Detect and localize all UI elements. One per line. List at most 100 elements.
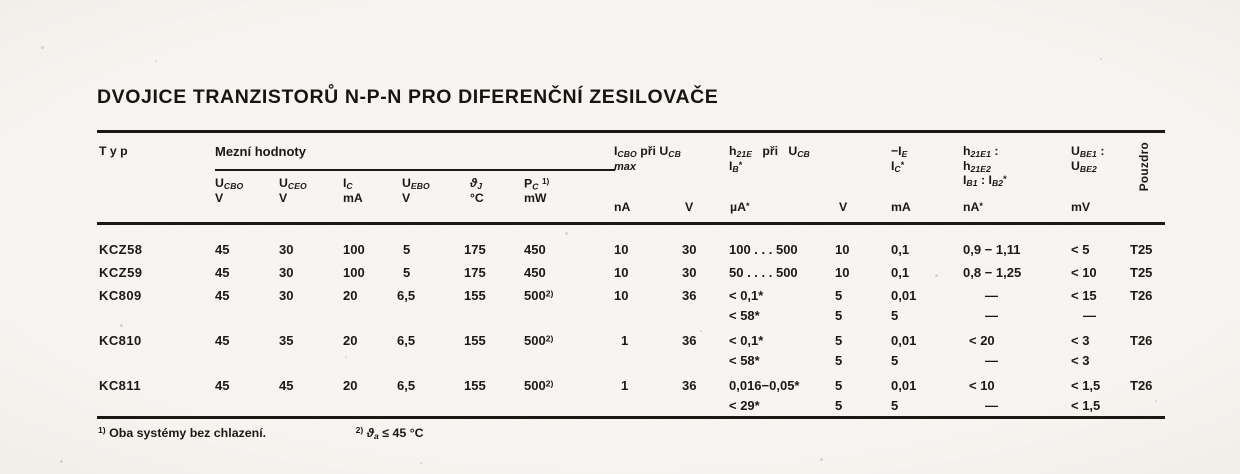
column-header-icbo-max: ICBO při UCB max bbox=[614, 144, 681, 173]
cell-ube-ratio-sub: < 1,5 bbox=[1071, 398, 1101, 413]
cell-ucb2: 10 bbox=[835, 265, 850, 280]
cell-uebo: 6,5 bbox=[397, 378, 416, 393]
cell-ie-ic: 0,01 bbox=[891, 288, 917, 303]
cell-ic: 100 bbox=[343, 242, 365, 257]
column-header-ucb1-unit: V bbox=[685, 200, 694, 214]
cell-pc-note: 2) bbox=[545, 378, 554, 389]
scan-speck bbox=[345, 356, 347, 358]
cell-pc-note: 2) bbox=[545, 288, 554, 299]
cell-ube-ratio-sub: < 3 bbox=[1071, 353, 1090, 368]
cell-theta-j: 175 bbox=[464, 265, 486, 280]
scan-speck bbox=[120, 324, 123, 327]
cell-ucb2-sub: 5 bbox=[835, 353, 843, 368]
cell-uceo: 35 bbox=[279, 333, 294, 348]
table-row: KC810 bbox=[99, 333, 142, 348]
cell-ube-ratio: < 1,5 bbox=[1071, 378, 1101, 393]
table-row: KCZ58 bbox=[99, 242, 143, 257]
cell-ie-ic: 0,1 bbox=[891, 242, 910, 257]
header-bottom-rule bbox=[97, 222, 1165, 225]
page-title: DVOJICE TRANZISTORŮ N-P-N PRO DIFERENČNÍ… bbox=[97, 86, 719, 108]
cell-ic: 20 bbox=[343, 378, 358, 393]
cell-pc-value: 500 bbox=[524, 288, 546, 303]
cell-ucb1: 36 bbox=[682, 333, 697, 348]
column-header-h21e-ratio: h21E1 : h21E2 IB1 : IB2* bbox=[963, 144, 1007, 188]
cell-ube-ratio: < 10 bbox=[1071, 265, 1097, 280]
scan-speck bbox=[700, 330, 702, 332]
cell-ucb2: 10 bbox=[835, 242, 850, 257]
cell-ube-ratio: < 3 bbox=[1071, 333, 1090, 348]
cell-h21e-ratio-sub: — bbox=[985, 398, 998, 413]
cell-pc: 5002) bbox=[524, 333, 553, 348]
cell-package: T25 bbox=[1130, 242, 1153, 257]
cell-ic: 20 bbox=[343, 333, 358, 348]
table-top-rule bbox=[97, 130, 1165, 133]
footnote-2-symbol: ϑ bbox=[366, 425, 375, 440]
cell-h21e-ratio: — bbox=[985, 288, 998, 303]
table-row: KC809 bbox=[99, 288, 142, 303]
column-header-theta-j: ϑJ °C bbox=[470, 176, 484, 205]
column-header-ucbo: UCBO V bbox=[215, 176, 244, 205]
footnote-2: 2) ϑa ≤ 45 °C bbox=[355, 425, 424, 441]
column-header-pc: PC 1) mW bbox=[524, 176, 550, 206]
cell-pc: 450 bbox=[524, 265, 546, 280]
footnote-2-subscript: a bbox=[374, 430, 379, 441]
scan-speck bbox=[60, 460, 63, 463]
cell-package: T26 bbox=[1130, 378, 1153, 393]
cell-ube-ratio-sub: — bbox=[1083, 308, 1096, 323]
cell-ucb1: 36 bbox=[682, 378, 697, 393]
cell-ucbo: 45 bbox=[215, 378, 230, 393]
cell-h21e-ratio: < 10 bbox=[969, 378, 995, 393]
cell-theta-j: 155 bbox=[464, 378, 486, 393]
cell-h21e-sub: < 58* bbox=[729, 353, 760, 368]
cell-ucb1: 36 bbox=[682, 288, 697, 303]
cell-icbo: 1 bbox=[621, 378, 629, 393]
column-header-h21e-ratio-unit: nA* bbox=[963, 200, 983, 214]
cell-h21e: < 0,1* bbox=[729, 288, 764, 303]
cell-h21e-ratio: < 20 bbox=[969, 333, 995, 348]
column-header-ie-unit: mA bbox=[891, 200, 911, 214]
cell-uebo: 6,5 bbox=[397, 333, 416, 348]
footnote-2-text: ≤ 45 °C bbox=[382, 425, 424, 440]
column-header-ic: IC mA bbox=[343, 176, 363, 205]
footnote-2-marker: 2) bbox=[355, 425, 364, 435]
cell-uceo: 45 bbox=[279, 378, 294, 393]
cell-ic: 20 bbox=[343, 288, 358, 303]
column-header-type: T y p bbox=[99, 144, 128, 158]
column-header-h21e: h21E při UCB IB* bbox=[729, 144, 810, 174]
footnote-1-marker: 1) bbox=[98, 425, 106, 435]
cell-h21e-ratio-sub: — bbox=[985, 353, 998, 368]
cell-package: T25 bbox=[1130, 265, 1153, 280]
cell-ucb2: 5 bbox=[835, 333, 843, 348]
cell-h21e: 100 . . . 500 bbox=[729, 242, 798, 257]
column-header-ube-ratio: UBE1 : UBE2 bbox=[1071, 144, 1105, 174]
cell-icbo: 10 bbox=[614, 265, 629, 280]
cell-ie-ic: 0,01 bbox=[891, 378, 917, 393]
cell-uebo: 6,5 bbox=[397, 288, 416, 303]
cell-ie-ic-sub: 5 bbox=[891, 398, 899, 413]
cell-package: T26 bbox=[1130, 333, 1153, 348]
cell-ie-ic-sub: 5 bbox=[891, 353, 899, 368]
cell-h21e: 0,016−0,05* bbox=[729, 378, 800, 393]
scan-speck bbox=[420, 462, 422, 464]
column-header-h21e-unit: µA* bbox=[730, 200, 750, 214]
table-row: KC811 bbox=[99, 378, 141, 393]
column-header-package: Pouzdro bbox=[1137, 142, 1151, 192]
cell-ucbo: 45 bbox=[215, 288, 230, 303]
cell-h21e-ratio: 0,9 − 1,11 bbox=[963, 242, 1021, 257]
table-row: KCZ59 bbox=[99, 265, 143, 280]
scan-speck bbox=[820, 458, 823, 461]
cell-ic: 100 bbox=[343, 265, 365, 280]
cell-package: T26 bbox=[1130, 288, 1153, 303]
cell-h21e-sub: < 29* bbox=[729, 398, 760, 413]
column-header-minus-ie: −IE IC* bbox=[891, 144, 908, 174]
column-header-ube-ratio-unit: mV bbox=[1071, 200, 1091, 214]
cell-uebo: 5 bbox=[403, 265, 411, 280]
cell-ucb1: 30 bbox=[682, 265, 697, 280]
cell-h21e: 50 . . . . 500 bbox=[729, 265, 798, 280]
cell-pc-value: 500 bbox=[524, 378, 546, 393]
scan-speck bbox=[935, 274, 938, 277]
cell-icbo: 1 bbox=[621, 333, 629, 348]
cell-pc-value: 500 bbox=[524, 333, 546, 348]
column-header-uebo: UEBO V bbox=[402, 176, 430, 205]
